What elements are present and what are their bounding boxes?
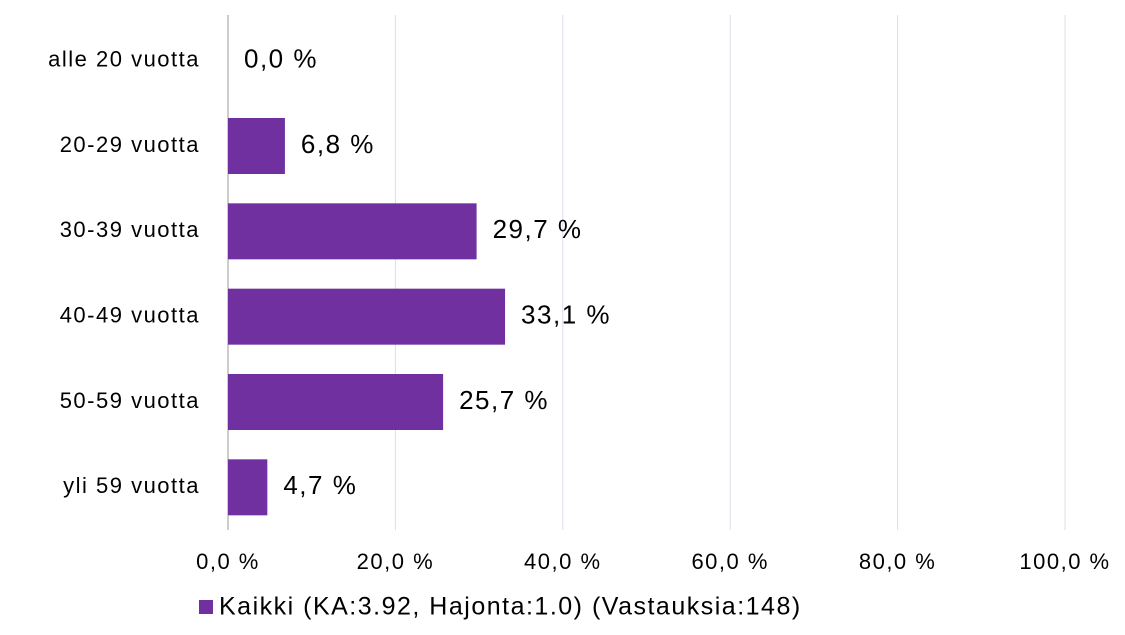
legend-label: Kaikki (KA:3.92, Hajonta:1.0) (Vastauksi… [219, 593, 802, 621]
y-tick-label: 50-59 vuotta [60, 388, 200, 413]
value-label: 29,7 % [493, 214, 583, 244]
value-label: 0,0 % [244, 44, 318, 74]
value-label: 6,8 % [301, 129, 375, 159]
y-tick-label: alle 20 vuotta [48, 46, 200, 71]
x-tick-label: 100,0 % [1019, 549, 1110, 574]
value-label: 4,7 % [283, 470, 357, 500]
y-tick-label: yli 59 vuotta [63, 473, 200, 498]
y-tick-label: 20-29 vuotta [60, 132, 200, 157]
x-tick-label: 60,0 % [691, 549, 769, 574]
bar [228, 459, 268, 516]
legend-swatch [199, 600, 213, 614]
y-tick-label: 40-49 vuotta [60, 302, 200, 327]
x-tick-label: 80,0 % [859, 549, 937, 574]
y-tick-label: 30-39 vuotta [60, 217, 200, 242]
bar [228, 374, 444, 430]
x-tick-label: 0,0 % [196, 549, 260, 574]
value-label: 25,7 % [459, 385, 549, 415]
bar [228, 288, 506, 345]
x-tick-label: 40,0 % [524, 549, 602, 574]
x-tick-label: 20,0 % [357, 549, 435, 574]
value-label: 33,1 % [521, 300, 611, 330]
bar [228, 118, 285, 174]
bar [228, 203, 477, 260]
